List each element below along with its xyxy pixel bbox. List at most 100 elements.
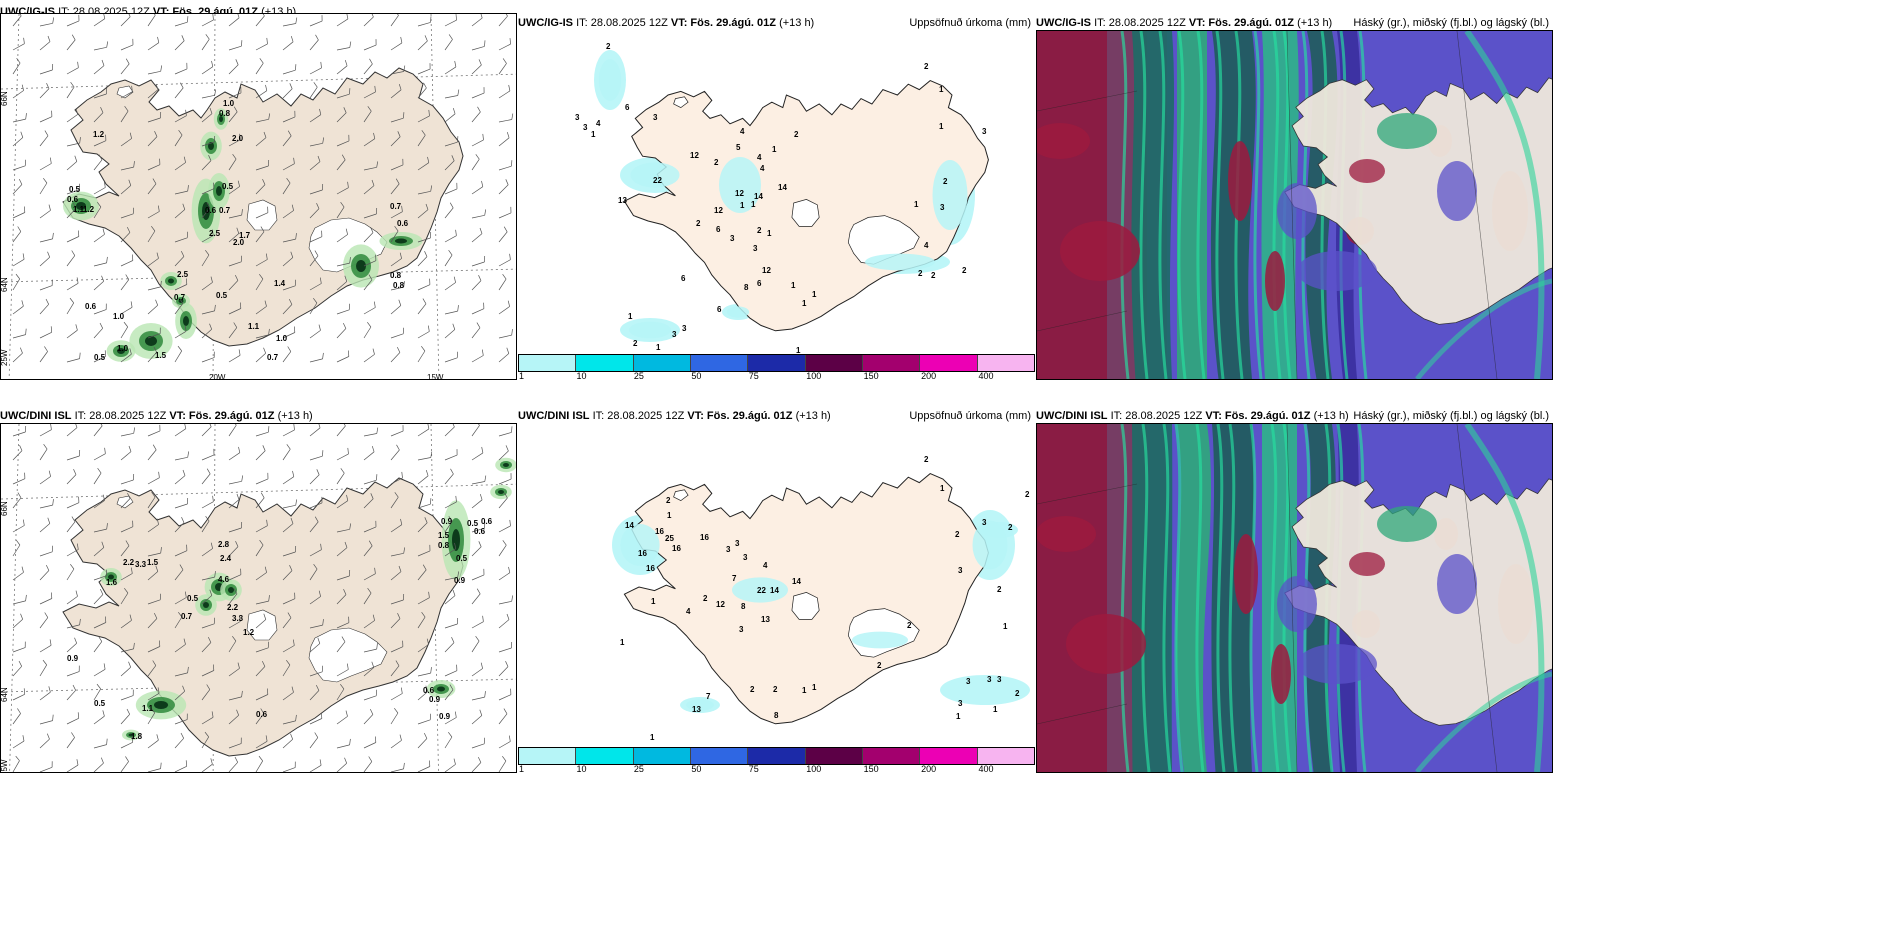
precip-value-label: 2 <box>750 685 755 694</box>
model-name: UWC/DINI ISL <box>0 410 72 422</box>
model-name: UWC/IG-IS <box>1036 17 1091 29</box>
precip-value-label: 3 <box>987 675 992 684</box>
precip-value-label: 3 <box>743 553 748 562</box>
colorbar-tick: 100 <box>806 764 822 774</box>
precip-value-label: 4.6 <box>218 575 230 584</box>
map-frame <box>1036 423 1553 773</box>
precip-value-label: 2 <box>757 226 762 235</box>
model-name: UWC/IG-IS <box>518 17 573 29</box>
colorbar-swatch <box>920 748 978 764</box>
precip-value-label: 1 <box>656 343 661 352</box>
valid-time: VT: Fös. 29.ágú. 01Z <box>687 410 793 422</box>
precip-value-label: 1 <box>993 705 998 714</box>
colorbar-tick: 1 <box>519 764 525 774</box>
precip-value-label: 3 <box>726 545 731 554</box>
precip-value-label: 1 <box>1003 622 1008 631</box>
colorbar-swatch <box>633 748 691 764</box>
precip-value-label: 0.5 <box>94 353 106 362</box>
colorbar-swatch <box>748 748 806 764</box>
precip-value-label: 1.0 <box>113 312 125 321</box>
precip-value-label: 8 <box>774 711 779 720</box>
precip-value-label: 1.1 <box>248 322 260 331</box>
panel-title: UWC/IG-IS IT: 28.08.2025 12Z VT: Fös. 29… <box>518 16 814 30</box>
init-time: IT: 28.08.2025 12Z <box>1094 17 1186 29</box>
precip-value-label: 2 <box>633 339 638 348</box>
colorbar-swatch <box>690 355 749 371</box>
precip-value-label: 0.5 <box>467 519 479 528</box>
precip-value-label: 1 <box>940 484 945 493</box>
precip-value-label: 14 <box>792 577 801 586</box>
precip-value-label: 1 <box>591 130 596 139</box>
precip-value-label: 6 <box>681 274 686 283</box>
precip-value-label: 1 <box>772 145 777 154</box>
precip-value-label: 2 <box>907 621 912 630</box>
precip-value-label: 0.9 <box>441 517 453 526</box>
colorbar-tick: 150 <box>863 764 879 774</box>
precip-value-label: 3 <box>672 330 677 339</box>
map-frame: 66N 64N 25W 20W 15W 1.0 0.8 2.0 1.2 0.5 0.6 1.1 1.2 0… <box>0 13 517 380</box>
precip-value-label: 0.8 <box>393 281 405 290</box>
precip-value-label: 1.5 <box>147 558 159 567</box>
lat-label-66n: 66N <box>1 501 9 516</box>
init-time: IT: 28.08.2025 12Z <box>592 410 685 422</box>
precip-value-label: 1 <box>802 299 807 308</box>
precip-value-label: 14 <box>625 521 634 530</box>
precip-value-label: 1 <box>751 200 756 209</box>
colorbar-swatch <box>805 355 863 371</box>
colorbar-tick: 50 <box>691 371 702 381</box>
precip-value-label: 0.5 <box>216 291 228 300</box>
init-time: IT: 28.08.2025 12Z <box>1110 410 1203 422</box>
precip-value-label: 1.2 <box>83 205 95 214</box>
precip-value-label: 1.4 <box>274 279 286 288</box>
precip-value-label: 2 <box>931 271 936 280</box>
cloud-map <box>1037 31 1552 379</box>
precip-colorbar <box>518 354 1035 372</box>
precip-value-label: 1 <box>650 733 655 742</box>
precip-value-label: 1.5 <box>438 531 450 540</box>
precip-value-label: 3 <box>997 675 1002 684</box>
colorbar-swatch <box>633 355 691 371</box>
forecast-hour: (+13 h) <box>277 410 313 422</box>
precip-value-label: 0.6 <box>256 710 268 719</box>
precip-value-label: 0.6 <box>397 219 409 228</box>
model-name: UWC/DINI ISL <box>1036 410 1108 422</box>
cloud-map <box>1037 424 1552 772</box>
valid-time: VT: Fös. 29.ágú. 01Z <box>1205 410 1311 422</box>
precip-value-label: 22 <box>653 176 662 185</box>
colorbar-tick: 400 <box>978 371 994 381</box>
precip-value-label: 4 <box>924 241 929 250</box>
precip-value-label: 6 <box>757 279 762 288</box>
precip-value-label: 2 <box>1008 523 1013 532</box>
precip-value-label: 3 <box>583 123 588 132</box>
colorbar-swatch <box>977 748 1034 764</box>
map-frame: 66N64N25W20W15W2.82.42.23.31.51.64.60.52… <box>0 423 517 773</box>
forecast-hour: (+13 h) <box>795 410 831 422</box>
colorbar-tick: 400 <box>978 764 994 774</box>
precip-value-label: 4 <box>763 561 768 570</box>
precip-value-label: 2.0 <box>233 238 245 247</box>
panel-precip-dini: UWC/DINI ISL IT: 28.08.2025 12Z VT: Fös.… <box>518 409 1035 774</box>
valid-time: VT: Fös. 29.ágú. 01Z <box>670 17 776 29</box>
precip-value-label: 3 <box>735 539 740 548</box>
precip-value-label: 14 <box>778 183 787 192</box>
colorbar-swatch <box>862 355 921 371</box>
precip-value-label: 0.5 <box>456 554 468 563</box>
precip-value-label: 1.2 <box>93 130 105 139</box>
precip-value-label: 2 <box>1015 689 1020 698</box>
lon-label-20w: 20W <box>209 373 226 379</box>
precip-value-label: 0.7 <box>267 353 279 362</box>
precip-colorbar <box>518 747 1035 765</box>
map-frame <box>1036 30 1553 380</box>
map-frame: 2 2 2 1 1 14 16 25 16 16 16 3 3 3 4 16 3 2 2 3 2 7 14 22 14 2 12 8 4… <box>518 423 1035 747</box>
precip-value-label: 5 <box>736 143 741 152</box>
valid-time: VT: Fös. 29.ágú. 01Z <box>1188 17 1294 29</box>
precip-value-label: 22 <box>757 586 766 595</box>
precip-value-label: 2.8 <box>218 540 230 549</box>
precip-value-label: 12 <box>714 206 723 215</box>
colorbar-tick: 200 <box>921 371 937 381</box>
colorbar-swatch <box>748 355 806 371</box>
colorbar-tick: 25 <box>633 371 644 381</box>
precip-value-label: 6 <box>625 103 630 112</box>
precip-value-label: 2.4 <box>220 554 232 563</box>
